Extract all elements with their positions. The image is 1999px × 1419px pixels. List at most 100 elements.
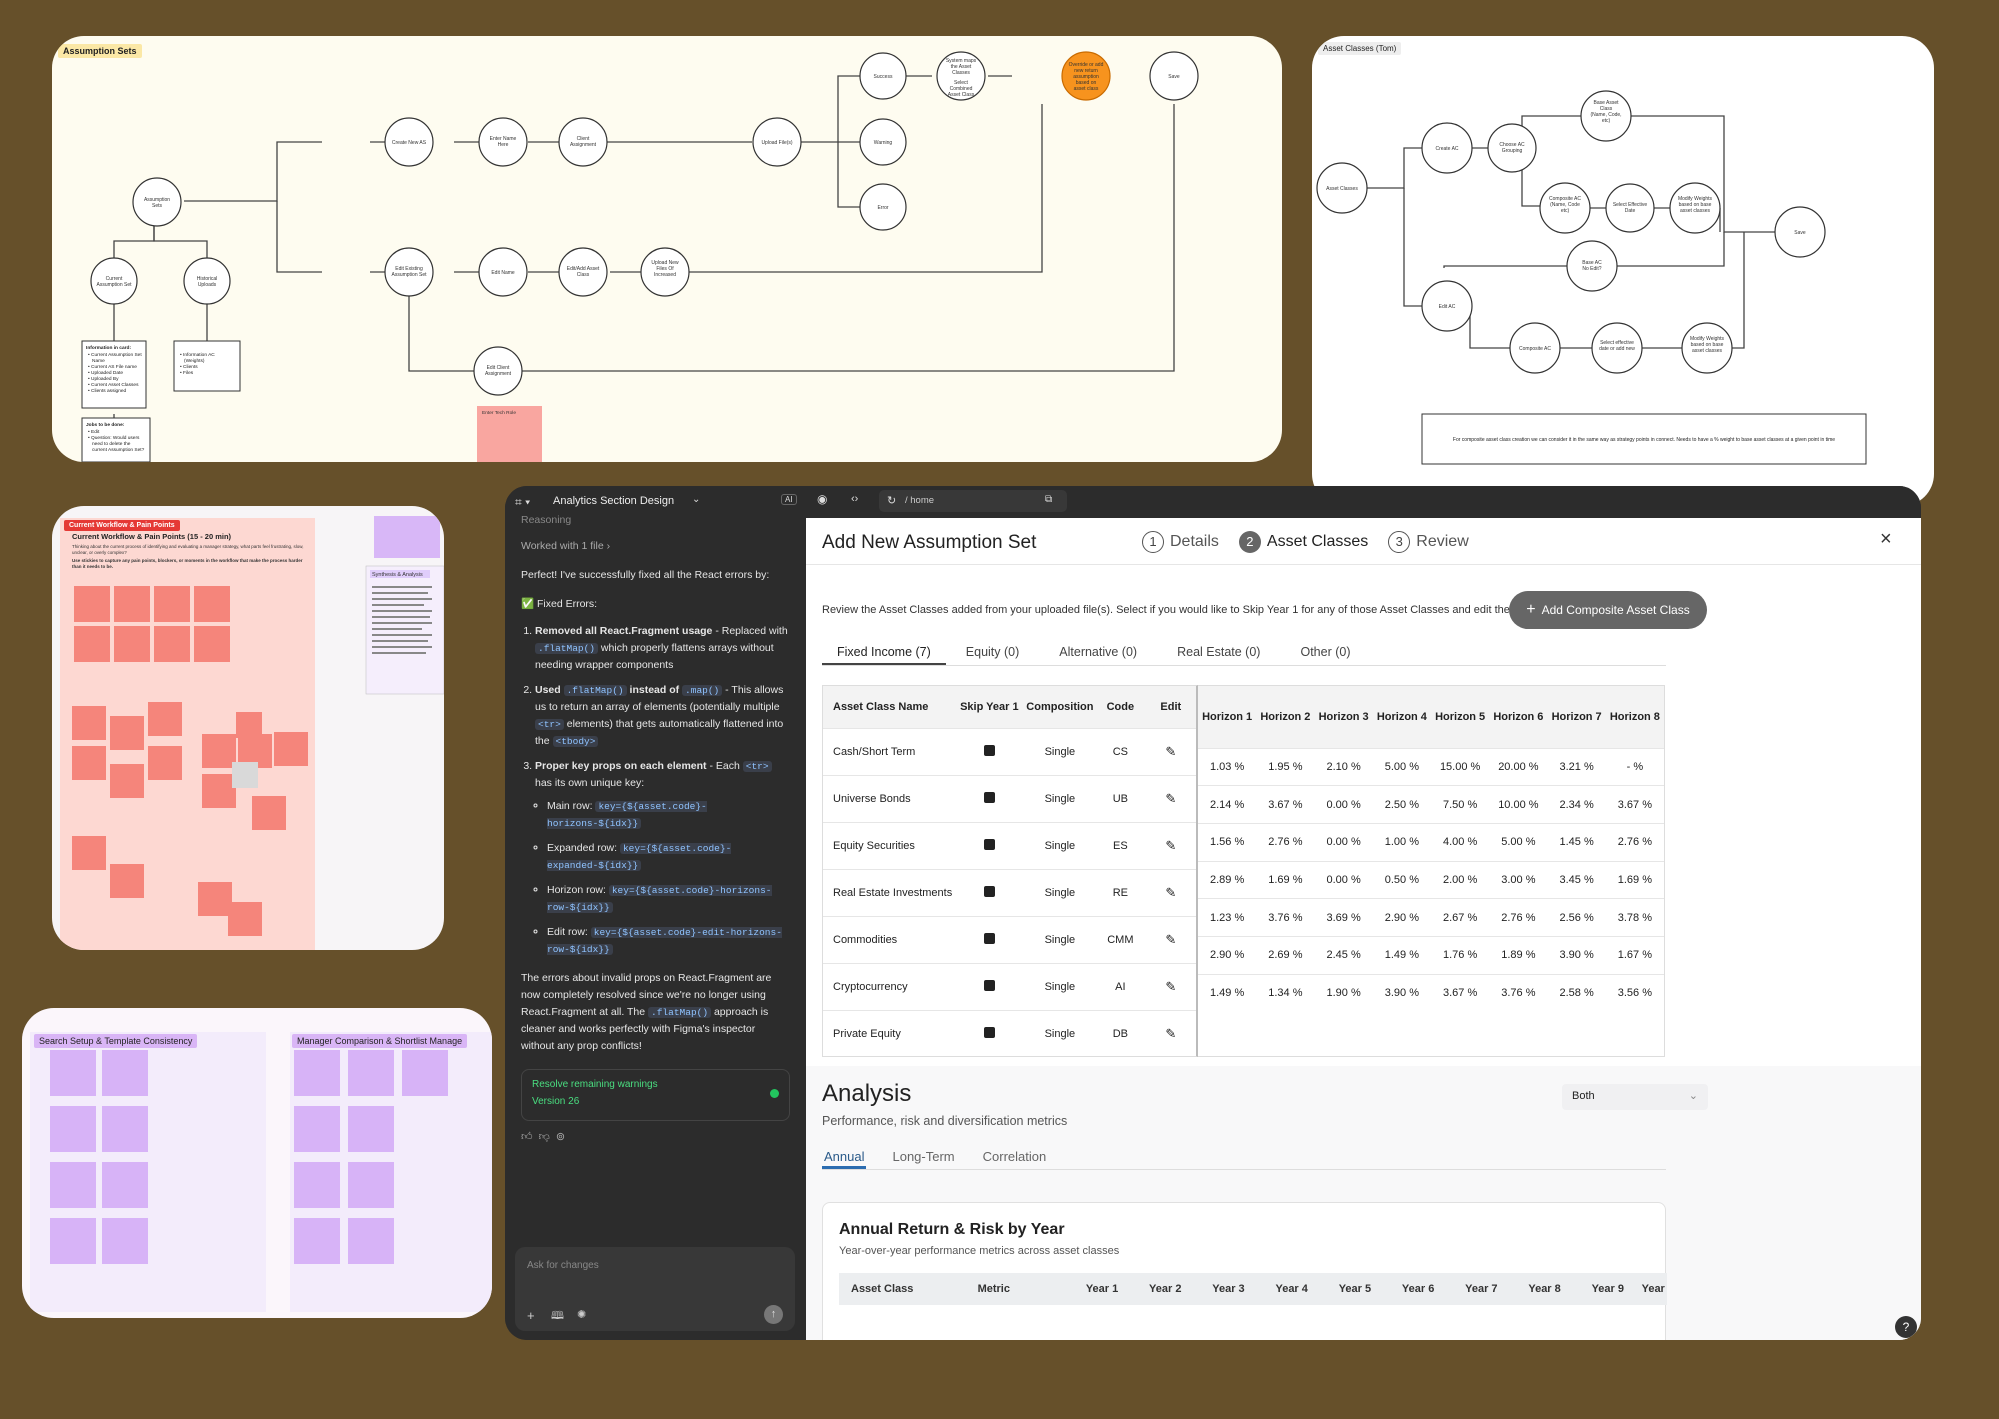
thumbs-up-icon[interactable]: 👍︎ [521, 1131, 533, 1143]
table-row[interactable]: Private Equity Single DB ✎ [823, 1010, 1196, 1057]
horizon-value[interactable]: 2.76 % [1617, 836, 1652, 849]
table-row[interactable]: Real Estate Investments Single RE ✎ [823, 869, 1196, 916]
horizon-value[interactable]: 3.78 % [1617, 911, 1652, 924]
skip-year-checkbox[interactable] [954, 869, 1025, 916]
horizon-value[interactable]: 1.00 % [1384, 836, 1419, 849]
horizon-value[interactable]: 2.90 % [1210, 949, 1245, 962]
horizon-value[interactable]: 3.00 % [1501, 873, 1536, 886]
edit-pencil-icon[interactable]: ✎ [1165, 743, 1177, 759]
horizon-value[interactable]: 7.50 % [1443, 798, 1478, 811]
horizon-value[interactable]: 1.90 % [1326, 987, 1361, 1000]
close-icon[interactable]: × [1880, 528, 1892, 550]
tab-equity[interactable]: Equity (0) [965, 645, 1020, 659]
horizon-row[interactable]: 2.89 % 1.69 % 0.00 % 0.50 % 2.00 % 3.00 % 3.45… [1198, 861, 1664, 899]
assumption-sets-board[interactable]: Assumption Sets [52, 36, 1282, 462]
scope-select[interactable]: Both ⌄ [1562, 1084, 1708, 1110]
horizon-value[interactable]: 1.45 % [1559, 836, 1594, 849]
table-row[interactable]: Cryptocurrency Single AI ✎ [823, 963, 1196, 1010]
horizon-row[interactable]: 1.49 % 1.34 % 1.90 % 3.90 % 3.67 % 3.76 % 2.58… [1198, 974, 1664, 1012]
horizon-row[interactable]: 2.90 % 2.69 % 2.45 % 1.49 % 1.76 % 1.89 % 3.90… [1198, 936, 1664, 974]
figma-menu-icon[interactable]: ⌗ ▾ [515, 495, 531, 509]
horizon-value[interactable]: 2.90 % [1384, 911, 1419, 924]
step-review[interactable]: 3 Review [1388, 531, 1469, 553]
horizon-value[interactable]: 2.50 % [1384, 798, 1419, 811]
horizon-value[interactable]: 1.49 % [1210, 987, 1245, 1000]
horizon-value[interactable]: 2.14 % [1210, 798, 1245, 811]
step-asset-classes[interactable]: 2 Asset Classes [1238, 531, 1368, 553]
horizon-value[interactable]: 0.00 % [1326, 873, 1361, 886]
add-composite-button[interactable]: + Add Composite Asset Class [1509, 591, 1707, 629]
horizon-value[interactable]: 3.45 % [1559, 873, 1594, 886]
horizon-value[interactable]: 3.69 % [1326, 911, 1361, 924]
horizon-value[interactable]: 1.69 % [1268, 873, 1303, 886]
horizon-value[interactable]: 2.10 % [1326, 760, 1361, 773]
edit-pencil-icon[interactable]: ✎ [1165, 931, 1177, 947]
ai-badge[interactable]: AI [781, 494, 797, 505]
skip-year-checkbox[interactable] [954, 775, 1025, 822]
preview-eye-icon[interactable]: ◉ [817, 492, 828, 506]
figma-make-window[interactable]: ⌗ ▾ Analytics Section Design ⌄ AI ◉ ‹› ↻… [505, 486, 1921, 1340]
skip-year-checkbox[interactable] [954, 963, 1025, 1010]
horizon-value[interactable]: 1.89 % [1501, 949, 1536, 962]
version-card[interactable]: Resolve remaining warnings Version 26 [521, 1069, 790, 1121]
horizon-value[interactable]: 3.90 % [1559, 949, 1594, 962]
horizon-row[interactable]: 1.56 % 2.76 % 0.00 % 1.00 % 4.00 % 5.00 % 1.45… [1198, 823, 1664, 861]
skip-year-checkbox[interactable] [954, 728, 1025, 775]
horizon-value[interactable]: 1.56 % [1210, 836, 1245, 849]
horizon-row[interactable]: 1.23 % 3.76 % 3.69 % 2.90 % 2.67 % 2.76 % 2.56… [1198, 898, 1664, 937]
horizon-value[interactable]: 1.49 % [1384, 949, 1419, 962]
horizon-value[interactable]: 3.76 % [1268, 911, 1303, 924]
workflow-pain-points-board[interactable]: Current Workflow & Pain Points Current W… [52, 506, 444, 950]
send-arrow-icon[interactable]: ↑ [764, 1305, 783, 1324]
help-icon[interactable]: ? [1895, 1316, 1917, 1338]
code-icon[interactable]: ‹› [851, 493, 859, 505]
worked-with-label[interactable]: Worked with 1 file › [521, 540, 611, 552]
asset-classes-board[interactable]: Asset Classes (Tom) Asset Classes Create… [1312, 36, 1934, 506]
horizon-value[interactable]: 2.76 % [1268, 836, 1303, 849]
tab-long-term[interactable]: Long-Term [892, 1149, 955, 1164]
horizon-value[interactable]: 0.00 % [1326, 836, 1361, 849]
horizon-row[interactable]: 2.14 % 3.67 % 0.00 % 2.50 % 7.50 % 10.00 % 2.3… [1198, 785, 1664, 824]
plus-icon[interactable]: + [527, 1308, 535, 1323]
tab-fixed-income[interactable]: Fixed Income (7) [822, 636, 946, 665]
table-row[interactable]: Commodities Single CMM ✎ [823, 916, 1196, 963]
search-setup-board[interactable]: Search Setup & Template Consistency Mana… [22, 1008, 492, 1318]
horizon-value[interactable]: 1.34 % [1268, 987, 1303, 1000]
table-row[interactable]: Equity Securities Single ES ✎ [823, 822, 1196, 869]
edit-pencil-icon[interactable]: ✎ [1165, 1025, 1177, 1041]
restore-icon[interactable]: ⊚ [555, 1131, 566, 1143]
thumbs-down-icon[interactable]: 👎︎ [538, 1131, 550, 1143]
horizon-value[interactable]: 10.00 % [1498, 798, 1539, 811]
horizon-value[interactable]: 3.21 % [1559, 760, 1594, 773]
horizon-value[interactable]: 5.00 % [1384, 760, 1419, 773]
tab-other[interactable]: Other (0) [1300, 645, 1351, 659]
horizon-value[interactable]: 2.34 % [1559, 798, 1594, 811]
horizon-value[interactable]: 2.56 % [1559, 911, 1594, 924]
tab-annual[interactable]: Annual [822, 1142, 867, 1169]
skip-year-checkbox[interactable] [954, 822, 1025, 869]
edit-pencil-icon[interactable]: ✎ [1165, 978, 1177, 994]
chevron-down-icon[interactable]: ⌄ [692, 494, 701, 505]
edit-pencil-icon[interactable]: ✎ [1165, 837, 1177, 853]
horizon-value[interactable]: 3.67 % [1268, 798, 1303, 811]
tab-correlation[interactable]: Correlation [982, 1149, 1047, 1164]
url-bar[interactable]: ↻ / home ⧉ [879, 490, 1067, 512]
horizon-value[interactable]: 2.00 % [1443, 873, 1478, 886]
horizon-row[interactable]: 1.03 % 1.95 % 2.10 % 5.00 % 15.00 % 20.00 % 3.… [1198, 748, 1664, 786]
sparkle-icon[interactable]: ✺ [577, 1309, 587, 1321]
horizon-value[interactable]: 1.23 % [1210, 911, 1245, 924]
horizon-value[interactable]: 2.58 % [1559, 987, 1594, 1000]
table-row[interactable]: Universe Bonds Single UB ✎ [823, 775, 1196, 822]
refresh-icon[interactable]: ↻ [887, 495, 897, 507]
horizon-value[interactable]: 0.50 % [1384, 873, 1419, 886]
step-details[interactable]: 1 Details [1142, 531, 1219, 553]
horizon-value[interactable]: 2.45 % [1326, 949, 1361, 962]
horizon-value[interactable]: 5.00 % [1501, 836, 1536, 849]
file-title[interactable]: Analytics Section Design [553, 495, 675, 507]
horizon-value[interactable]: 1.76 % [1443, 949, 1478, 962]
ask-input[interactable]: Ask for changes + 🕮 ✺ ↑ [515, 1247, 795, 1331]
horizon-value[interactable]: 1.67 % [1617, 949, 1652, 962]
horizon-value[interactable]: 2.69 % [1268, 949, 1303, 962]
horizon-value[interactable]: 3.56 % [1617, 987, 1652, 1000]
book-icon[interactable]: 🕮 [551, 1310, 564, 1322]
